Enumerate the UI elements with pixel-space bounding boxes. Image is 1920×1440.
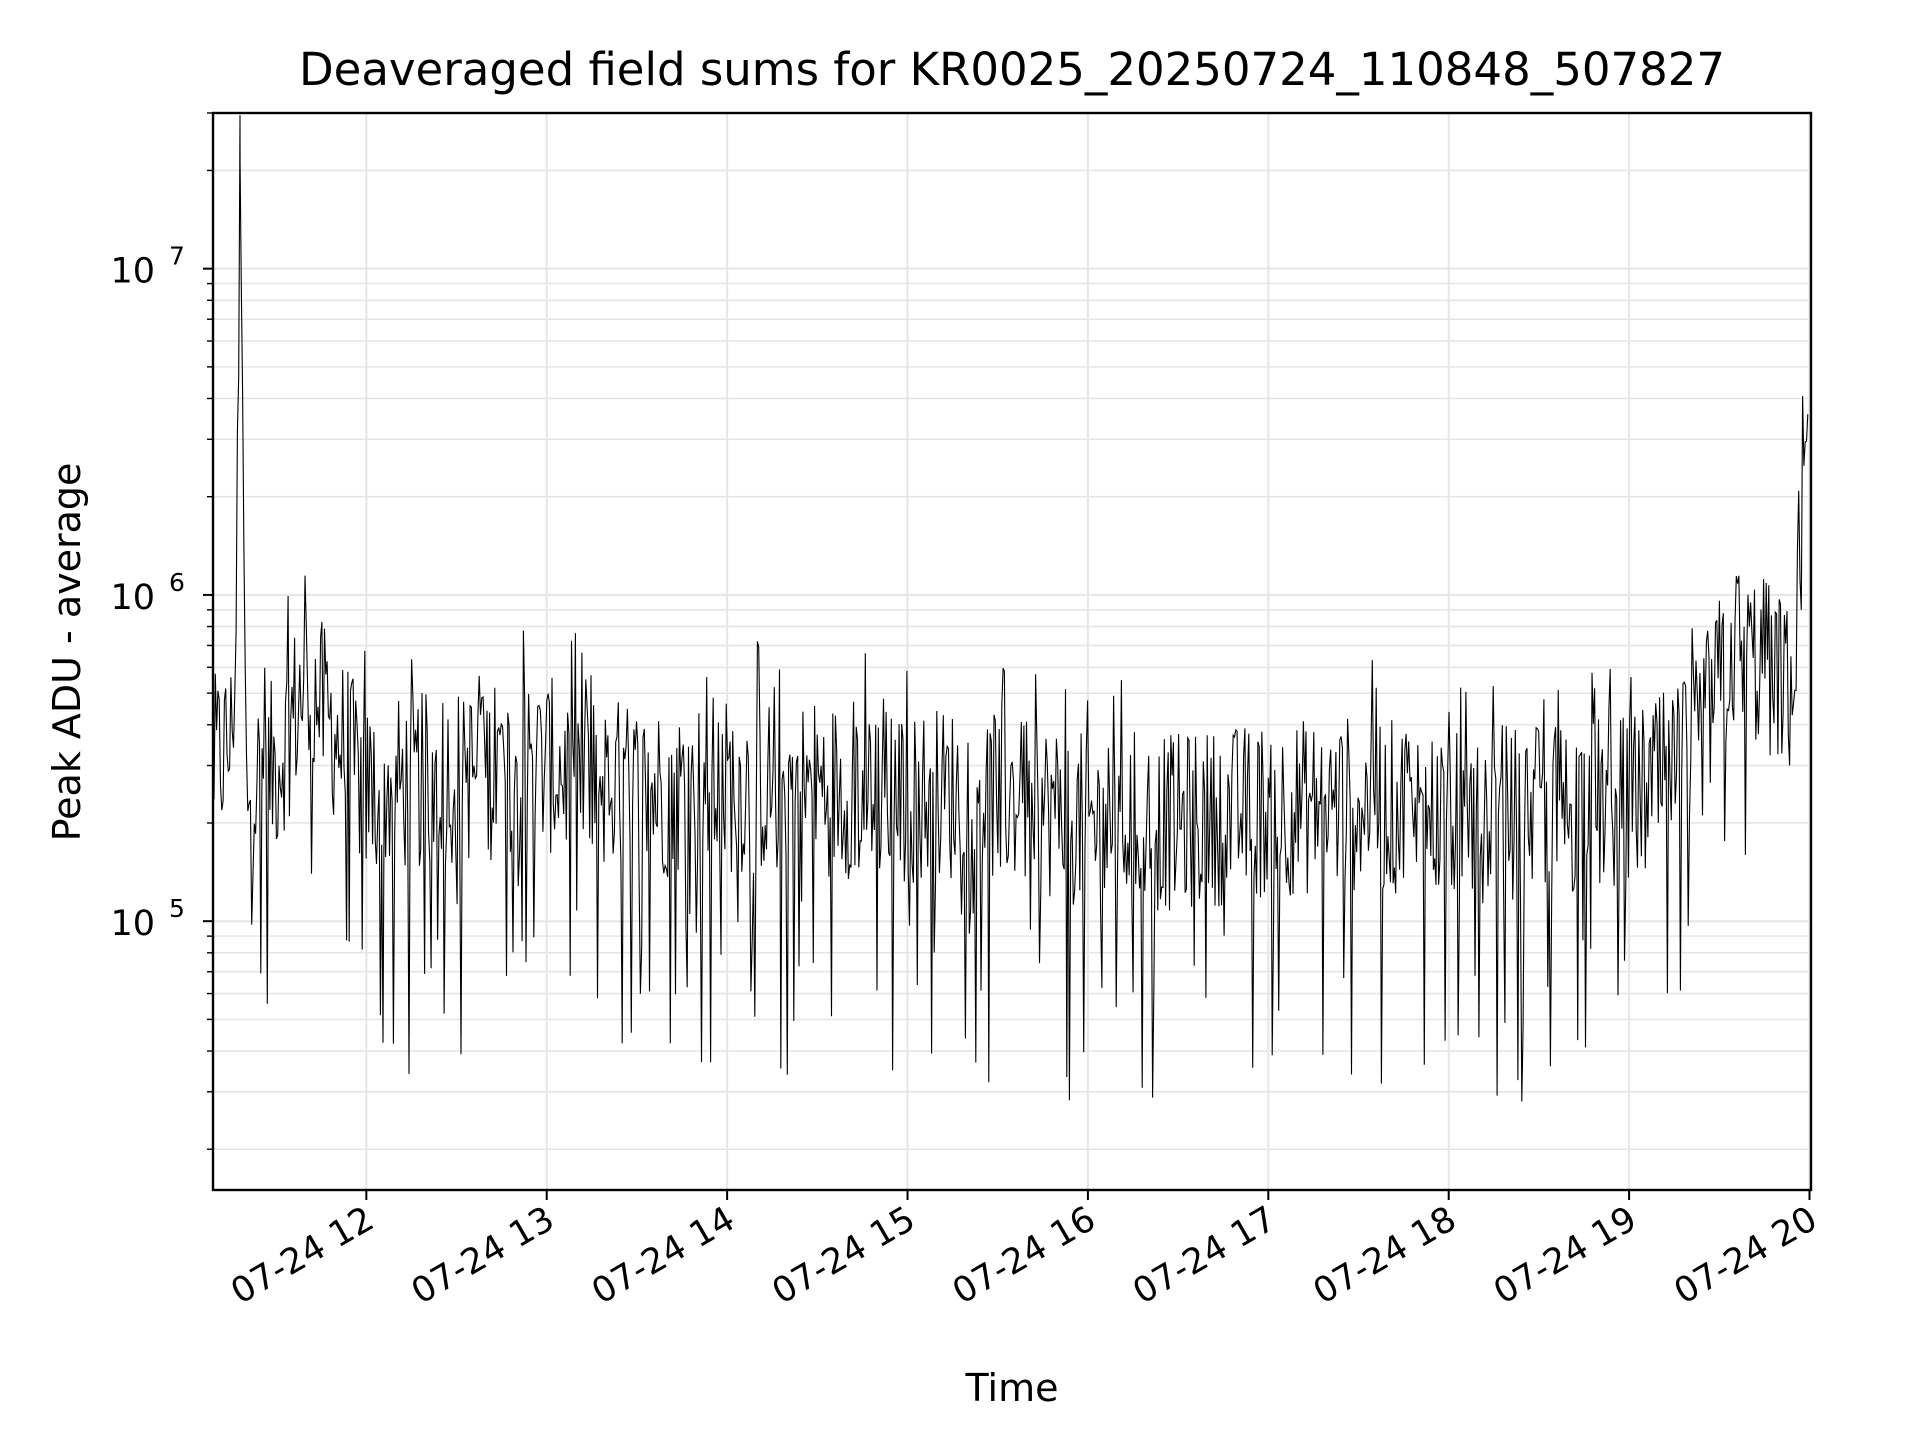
x-axis-label: Time xyxy=(965,1366,1059,1410)
y-tick-exponent: 6 xyxy=(169,568,185,597)
y-tick-label: 10 xyxy=(110,904,155,944)
y-axis-label: Peak ADU - average xyxy=(45,463,89,842)
plot-frame xyxy=(211,111,1813,1192)
y-tick-exponent: 7 xyxy=(169,242,185,271)
y-tick-label: 10 xyxy=(110,252,155,292)
chart-title: Deaveraged field sums for KR0025_2025072… xyxy=(299,43,1725,96)
series-line xyxy=(213,115,1809,1102)
y-tick-label: 10 xyxy=(110,578,155,618)
y-tick-exponent: 5 xyxy=(169,894,185,923)
axis-ticks xyxy=(203,112,1811,1200)
y-tick-labels: 10 5 10 6 10 7 xyxy=(110,242,185,945)
